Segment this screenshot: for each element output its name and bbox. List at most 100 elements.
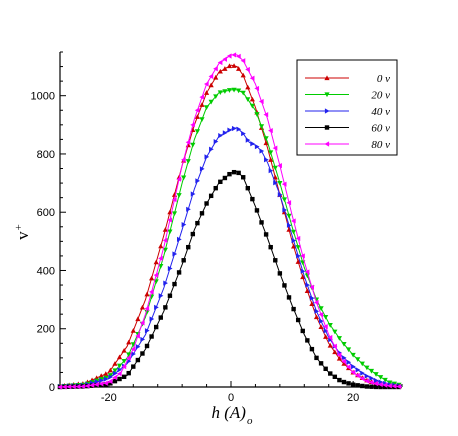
series-marker [108, 381, 113, 386]
series-marker [227, 127, 233, 133]
series-marker [199, 166, 205, 172]
series-marker [190, 142, 196, 148]
series-marker [250, 141, 255, 147]
series-marker [272, 145, 278, 151]
series-marker [318, 306, 324, 311]
series-marker [387, 383, 392, 389]
series-marker [222, 89, 228, 94]
series-marker [305, 338, 310, 343]
series-marker [364, 373, 370, 379]
series-marker [282, 283, 287, 288]
series-marker [341, 358, 347, 365]
y-tick-label: 400 [37, 265, 55, 277]
series-marker [199, 211, 205, 216]
series-marker [208, 82, 214, 88]
series-marker [323, 315, 329, 320]
series-marker [295, 317, 301, 323]
series-marker [277, 271, 283, 276]
series-marker [139, 304, 146, 310]
series-marker [217, 59, 223, 66]
y-axis-label: v [13, 231, 32, 240]
series-marker [360, 383, 365, 389]
series-marker [112, 374, 118, 381]
series-marker [190, 231, 196, 237]
series-marker [254, 208, 260, 213]
series-marker [273, 258, 278, 263]
series-marker [144, 309, 150, 315]
series-marker [346, 359, 352, 365]
series-marker [300, 328, 305, 334]
legend-marker [324, 125, 330, 130]
series-marker [337, 377, 342, 383]
series-marker [195, 220, 200, 226]
series-marker [254, 144, 260, 150]
series-marker [213, 74, 219, 80]
series-marker [149, 316, 155, 322]
series-marker [336, 352, 342, 358]
series-marker [181, 258, 186, 263]
series-marker [383, 384, 388, 390]
series-marker [153, 324, 159, 330]
series-marker [213, 66, 218, 72]
series-marker [121, 374, 127, 380]
series-marker [213, 185, 218, 191]
series-marker [176, 193, 182, 198]
series-marker [323, 334, 329, 339]
series-marker [264, 157, 269, 163]
legend-box [296, 59, 398, 156]
series-marker [103, 371, 109, 376]
series-marker [222, 66, 228, 71]
series-marker [144, 291, 150, 297]
series-marker [108, 374, 113, 380]
series-marker [130, 342, 136, 347]
series-marker [203, 105, 210, 110]
series-marker [240, 72, 246, 78]
series-marker [336, 355, 343, 361]
series [57, 125, 403, 390]
series-marker [195, 178, 201, 184]
series-marker [250, 196, 255, 202]
series-marker [364, 378, 369, 384]
series-marker [364, 365, 370, 371]
series-marker [236, 53, 241, 59]
series-marker [231, 125, 237, 132]
series-marker [291, 306, 296, 312]
series-marker [355, 372, 360, 379]
series-marker [231, 169, 237, 175]
series-marker [112, 361, 118, 366]
series-marker [268, 128, 273, 134]
series-marker [268, 150, 274, 156]
series-marker [350, 369, 356, 376]
series-marker [140, 351, 145, 356]
series-marker [309, 284, 314, 290]
legend-label: 40 v [371, 106, 390, 118]
series-marker [254, 85, 260, 92]
series-marker [71, 384, 76, 390]
series-marker [268, 157, 274, 162]
series-marker [116, 354, 123, 360]
series-marker [259, 148, 265, 154]
series-marker [245, 84, 251, 90]
series-marker [162, 237, 168, 243]
series-marker [259, 220, 264, 225]
series-marker [286, 200, 292, 206]
series [57, 169, 402, 390]
series-marker [360, 370, 365, 376]
series-marker [172, 251, 178, 257]
series-marker [273, 180, 278, 186]
legend: 0 v 20 v 40 v 60 v 80 v [296, 59, 398, 156]
series-marker [226, 53, 232, 59]
series-marker [373, 381, 379, 387]
series-marker [391, 383, 397, 389]
y-axis-title: v+ [13, 224, 32, 240]
series-marker [149, 289, 154, 295]
y-tick-label: 600 [37, 207, 55, 219]
series-marker [332, 374, 338, 380]
series-marker [314, 355, 319, 361]
series-marker [121, 364, 127, 370]
series-marker [121, 347, 127, 353]
series-marker [263, 136, 269, 141]
series-marker [149, 275, 155, 281]
series-marker [254, 112, 260, 117]
series-marker [281, 181, 287, 187]
